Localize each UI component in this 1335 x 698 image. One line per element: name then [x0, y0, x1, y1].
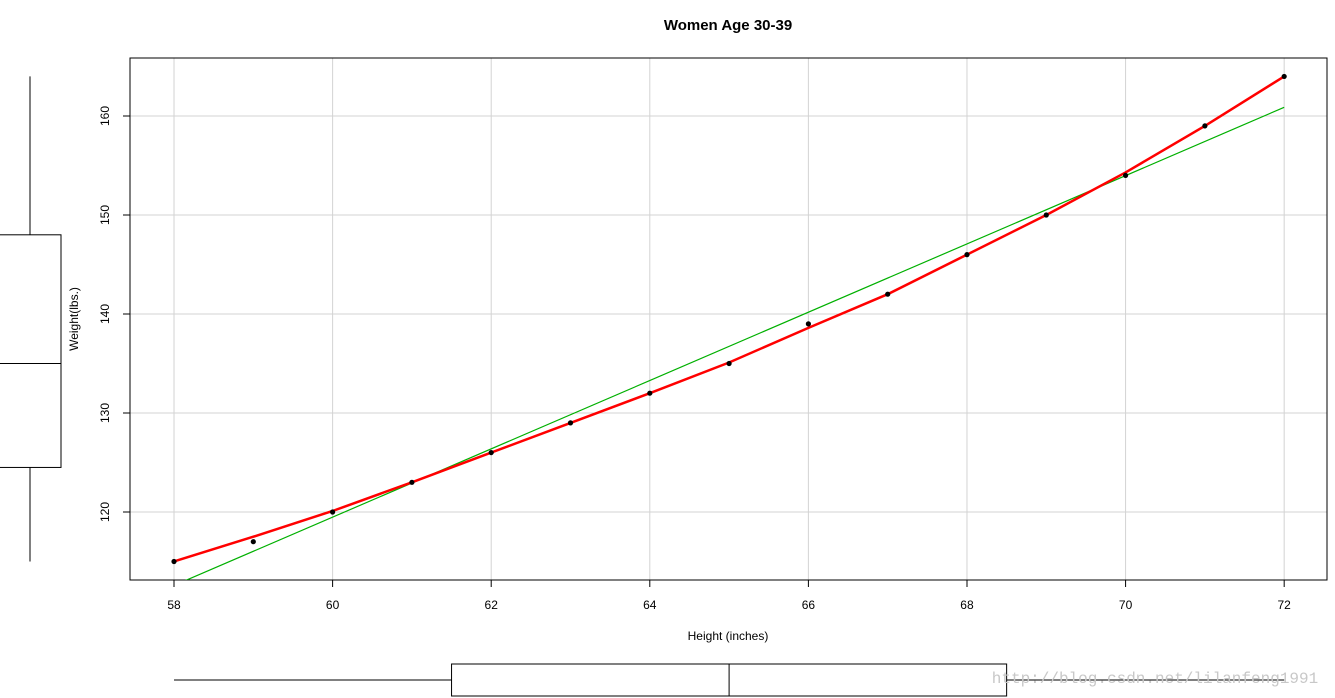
x-tick-label: 72	[1277, 598, 1291, 612]
point	[726, 360, 732, 367]
x-tick-label: 68	[960, 598, 974, 612]
y-tick-label: 130	[98, 403, 112, 423]
point	[885, 291, 891, 297]
plot-frame	[129, 57, 1328, 581]
point	[1202, 123, 1208, 129]
y-box	[0, 234, 62, 468]
x-tick-label: 66	[802, 598, 816, 612]
y-tick-label: 160	[98, 106, 112, 126]
y-axis-label: Weight(lbs.)	[67, 287, 81, 351]
point	[1043, 212, 1049, 218]
point	[409, 479, 415, 485]
x-tick-label: 64	[643, 598, 657, 612]
point	[964, 252, 970, 258]
point	[647, 390, 653, 396]
point	[567, 420, 574, 426]
smooth-line	[173, 75, 1285, 563]
point	[1122, 172, 1129, 179]
y-tick-label: 140	[98, 304, 112, 324]
point	[171, 558, 177, 565]
x-tick-label: 60	[326, 598, 340, 612]
y-tick-label: 150	[98, 205, 112, 225]
point	[488, 449, 494, 456]
watermark: http://blog.csdn.net/lilanfeng1991	[992, 670, 1318, 688]
chart-title: Women Age 30-39	[664, 17, 792, 34]
point	[250, 539, 256, 545]
regression-line	[185, 106, 1285, 580]
x-tick-label: 70	[1119, 598, 1133, 612]
point	[330, 509, 336, 515]
x-tick-label: 62	[485, 598, 499, 612]
y-tick-label: 120	[98, 502, 112, 522]
x-axis-label: Height (inches)	[688, 629, 769, 643]
point	[1281, 73, 1287, 80]
point	[805, 321, 811, 327]
x-tick-label: 58	[167, 598, 181, 612]
plot-area	[171, 73, 1287, 580]
